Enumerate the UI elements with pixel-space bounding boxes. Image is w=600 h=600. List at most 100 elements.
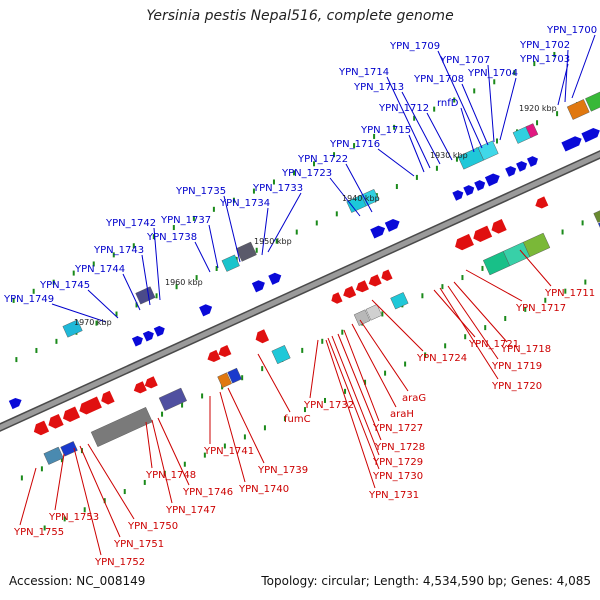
tick-mark <box>473 88 476 94</box>
forward-gene-label: YPN_1709 <box>389 41 440 52</box>
gene-arrow <box>581 127 600 143</box>
gene-arrow <box>101 390 115 405</box>
gene-arrow-shape <box>491 219 507 234</box>
tick-mark <box>324 397 327 403</box>
kbp-mark: 1940 kbp <box>342 194 380 203</box>
tick-mark <box>123 489 126 495</box>
forward-label-leader <box>267 192 302 253</box>
gene-arrow-shape <box>505 166 517 177</box>
gene-arrow-shape <box>101 390 115 405</box>
gene-arrow-shape <box>207 349 221 363</box>
forward-gene-label: YPN_1734 <box>219 198 270 209</box>
gene-box <box>593 209 600 223</box>
reverse-label-leader <box>87 443 135 520</box>
kbp-mark: 1920 kbp <box>519 104 557 113</box>
gene-arrow <box>368 274 382 287</box>
reverse-gene-label: araG <box>402 393 426 404</box>
forward-label-leader <box>87 289 119 319</box>
tick-mark <box>544 297 547 303</box>
gene-arrow-shape <box>48 413 64 429</box>
gene-arrow <box>142 330 154 342</box>
gene-box <box>227 367 242 384</box>
reverse-label-leader <box>151 419 173 504</box>
reverse-gene-label: YPN_1732 <box>303 400 354 411</box>
forward-gene-label: YPN_1707 <box>439 55 490 66</box>
accession-text: Accession: NC_008149 <box>9 574 146 588</box>
tick-mark <box>444 343 447 349</box>
gene-box <box>566 99 590 120</box>
reverse-label-leader <box>371 299 424 352</box>
tick-mark <box>393 124 396 130</box>
tick-mark <box>435 165 438 171</box>
tick-mark <box>272 179 275 185</box>
gene-arrow-shape <box>144 376 158 389</box>
gene-arrow <box>153 325 165 337</box>
gene-arrow-shape <box>463 185 475 196</box>
reverse-label-leader <box>359 319 409 392</box>
gene-arrow-shape <box>381 269 393 282</box>
gene-box <box>390 292 409 310</box>
forward-label-leader <box>557 63 569 106</box>
gene-box-shape <box>158 387 187 411</box>
tick-mark <box>20 475 23 481</box>
gene-arrow <box>370 225 386 239</box>
gene-box-shape <box>221 254 240 272</box>
gene-arrow <box>343 286 357 299</box>
tick-mark <box>172 225 175 231</box>
gene-arrow <box>255 329 270 344</box>
forward-gene-label: YPN_1713 <box>353 82 404 93</box>
reverse-gene-label: YPN_1721 <box>468 339 519 350</box>
forward-gene-label: YPN_1742 <box>105 218 156 229</box>
reverse-gene-label: araH <box>390 409 414 420</box>
gene-arrow-shape <box>370 225 386 239</box>
tick-mark <box>103 498 106 504</box>
tick-mark <box>152 234 155 240</box>
gene-box <box>60 441 78 457</box>
gene-arrow-shape <box>255 329 270 344</box>
tick-mark <box>155 293 158 299</box>
tick-mark <box>181 402 184 408</box>
tick-mark <box>12 297 15 303</box>
gene-arrow-shape <box>527 156 538 167</box>
forward-label-leader <box>51 303 107 323</box>
tick-mark <box>95 320 98 326</box>
tick-mark <box>52 279 55 285</box>
gene-arrow-shape <box>484 173 500 187</box>
forward-label-leader <box>141 254 151 306</box>
reverse-label-leader <box>465 269 523 302</box>
tick-mark <box>321 338 324 344</box>
tick-mark <box>143 479 146 485</box>
tick-mark <box>424 352 427 358</box>
tick-mark <box>175 284 178 290</box>
gene-box <box>217 372 232 389</box>
gene-box <box>525 123 539 139</box>
reverse-label-leader <box>331 335 380 456</box>
reverse-label-leader <box>447 285 499 360</box>
gene-box-shape <box>90 407 153 447</box>
tick-mark <box>201 393 204 399</box>
gene-box-shape <box>360 188 380 207</box>
tick-mark <box>283 416 286 422</box>
tick-mark <box>353 143 356 149</box>
tick-mark <box>32 288 35 294</box>
reverse-gene-label: YPN_1753 <box>48 512 99 523</box>
forward-gene-label: YPN_1738 <box>146 232 197 243</box>
gene-arrow-shape <box>384 219 400 232</box>
reverse-gene-label: YPN_1741 <box>203 446 254 457</box>
reverse-gene-label: YPN_1740 <box>238 484 289 495</box>
gene-box-shape <box>525 123 539 139</box>
gene-box-shape <box>390 292 409 310</box>
gene-arrow-shape <box>251 280 265 293</box>
tick-mark <box>404 361 407 367</box>
kbp-mark: 1930 kbp <box>430 151 468 160</box>
forward-gene-label: YPN_1745 <box>39 280 90 291</box>
gene-arrow <box>384 219 400 232</box>
reverse-gene-label: YPN_1730 <box>372 471 423 482</box>
gene-arrow <box>473 225 493 242</box>
tick-mark <box>301 347 304 353</box>
tick-mark <box>132 243 135 249</box>
gene-box-shape <box>62 319 83 338</box>
genome-summary: Topology: circular; Length: 4,534,590 bp… <box>261 574 591 588</box>
tick-mark <box>341 329 344 335</box>
